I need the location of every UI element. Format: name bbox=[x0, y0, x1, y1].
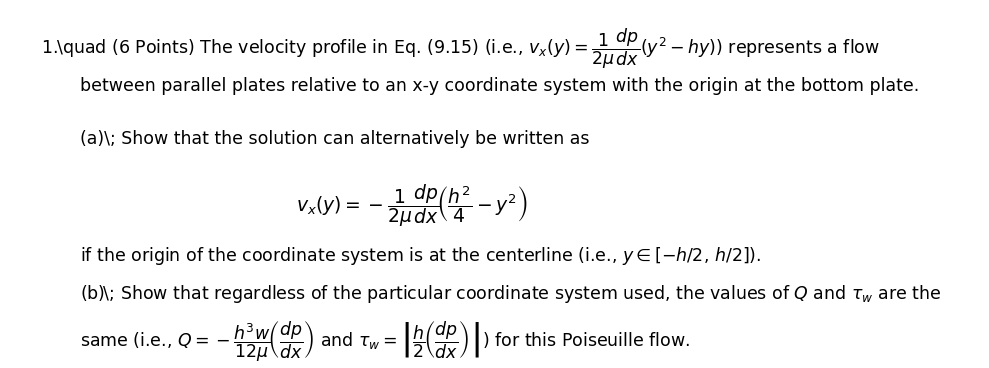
Text: $v_x(y) = -\dfrac{1}{2\mu}\dfrac{dp}{dx}\!\left(\dfrac{h^2}{4} - y^2\right)$: $v_x(y) = -\dfrac{1}{2\mu}\dfrac{dp}{dx}… bbox=[296, 182, 527, 229]
Text: between parallel plates relative to an x-y coordinate system with the origin at : between parallel plates relative to an x… bbox=[80, 77, 919, 95]
Text: (b)\; Show that regardless of the particular coordinate system used, the values : (b)\; Show that regardless of the partic… bbox=[80, 283, 942, 305]
Text: if the origin of the coordinate system is at the centerline (i.e., $y \in [-h/2,: if the origin of the coordinate system i… bbox=[80, 245, 762, 267]
Text: 1.\quad (6 Points) The velocity profile in Eq. (9.15) (i.e., $v_x(y) = \dfrac{1}: 1.\quad (6 Points) The velocity profile … bbox=[41, 26, 880, 71]
Text: (a)\; Show that the solution can alternatively be written as: (a)\; Show that the solution can alterna… bbox=[80, 130, 589, 148]
Text: same (i.e., $Q = -\dfrac{h^3 w}{12\mu}\!\left(\dfrac{dp}{dx}\right)$ and $\tau_w: same (i.e., $Q = -\dfrac{h^3 w}{12\mu}\!… bbox=[80, 319, 690, 364]
